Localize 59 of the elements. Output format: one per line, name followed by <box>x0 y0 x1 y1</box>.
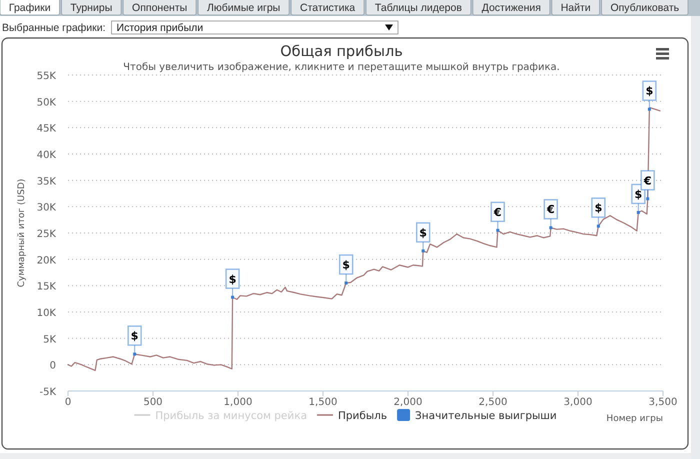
data-label: € <box>642 174 652 188</box>
data-label: € <box>492 206 502 219</box>
text: Опубликовать <box>610 2 680 14</box>
point <box>422 249 425 252</box>
y-tick-label: 45K <box>36 124 56 135</box>
y-tick-label: 30K <box>36 202 56 214</box>
data-label: $ <box>228 272 236 286</box>
x-tick-label: 500 <box>143 397 163 408</box>
text: Выбранные графики: <box>2 22 106 34</box>
point <box>496 228 500 232</box>
x-tick-label: 2,000 <box>394 397 422 408</box>
y-tick-label: 15K <box>36 282 56 293</box>
data-label: $ <box>419 226 427 240</box>
y-axis-title: Суммарный итог (USD) <box>17 178 27 288</box>
y-tick-label: 0 <box>50 360 56 372</box>
text: Турниры <box>70 2 112 14</box>
x-tick-label: 2,500 <box>478 397 508 408</box>
x-tick-label: 1,000 <box>224 397 252 408</box>
point <box>231 296 234 299</box>
data-label: $ <box>646 84 654 98</box>
y-tick-label: 55K <box>36 71 56 82</box>
text: Таблицы лидеров <box>374 2 462 14</box>
chart-title: Общая прибыль <box>280 44 403 60</box>
line-series <box>67 107 661 372</box>
x-tick-label: 0 <box>64 397 72 408</box>
text: История прибыли <box>116 22 204 34</box>
x-tick-label: 3,500 <box>648 397 678 408</box>
y-tick-label: 5K <box>43 334 56 346</box>
legend-label: Прибыль <box>338 410 388 422</box>
point <box>549 226 552 230</box>
y-tick-label: 40K <box>36 150 56 161</box>
point <box>646 197 650 200</box>
point <box>648 108 651 111</box>
text: Графики <box>8 2 51 14</box>
y-tick-label: -5K <box>39 387 56 398</box>
data-label: $ <box>634 188 642 201</box>
legend-label: Значительные выигрыши <box>415 410 557 422</box>
data-label: $ <box>342 258 350 272</box>
point <box>636 210 640 214</box>
y-tick-label: 25K <box>36 229 56 240</box>
y-tick-label: 50K <box>36 97 56 108</box>
text: Статистика <box>300 2 356 14</box>
text: Достижения <box>482 2 541 14</box>
y-tick-label: 35K <box>36 176 56 188</box>
data-label: $ <box>594 202 602 215</box>
y-tick-label: 20K <box>36 255 56 266</box>
text: Найти <box>560 2 591 14</box>
chart-subtitle: Чтобы увеличить изображение, кликните и перетащите мышкой внутрь графика. <box>123 62 560 73</box>
point <box>344 282 348 285</box>
y-tick-label: 10K <box>36 308 56 319</box>
text: Оппоненты <box>132 2 188 14</box>
data-label: € <box>546 203 555 216</box>
data-label: $ <box>130 330 138 343</box>
x-axis-title: Номер игры <box>606 414 663 424</box>
text: Любимые игры <box>206 2 280 14</box>
x-tick-label: 3,000 <box>564 397 592 408</box>
point <box>133 352 136 356</box>
x-tick-label: 1,500 <box>308 397 338 408</box>
point <box>596 224 600 228</box>
